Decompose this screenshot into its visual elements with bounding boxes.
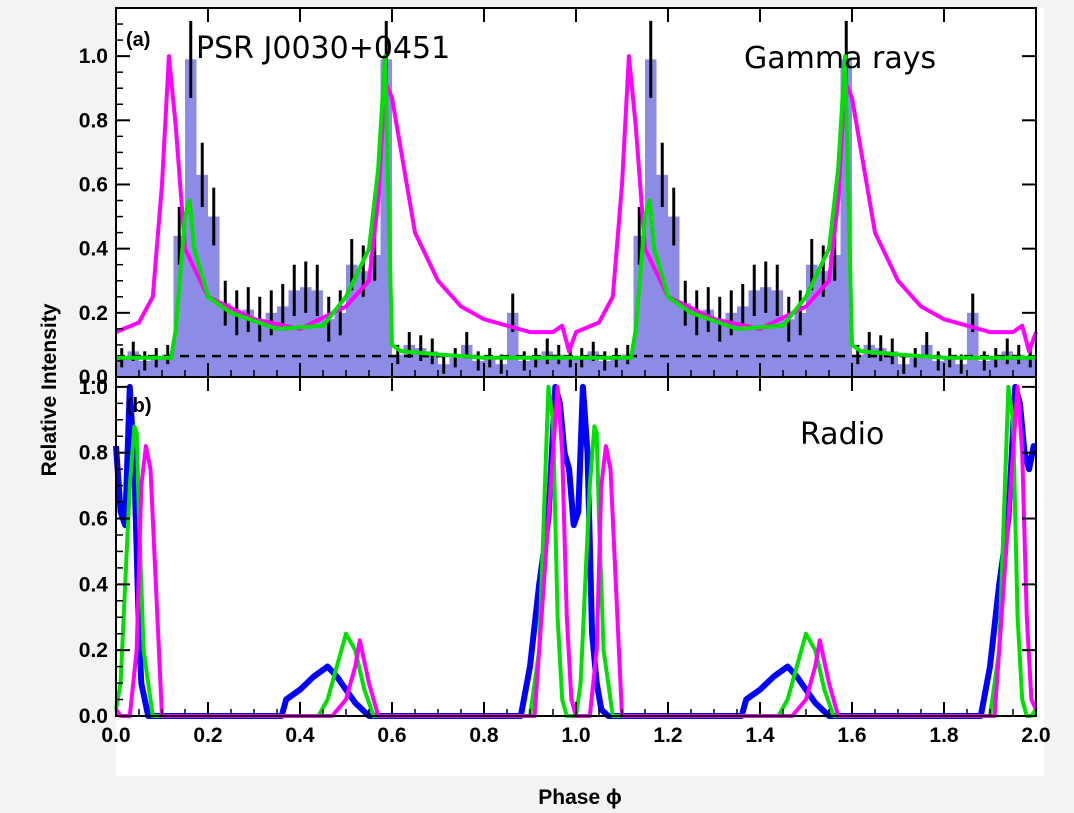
gamma-rays-label: Gamma rays: [744, 41, 936, 76]
panel-b-ticks: 0.0 0.2 0.4 0.6 0.8 1.0 1.2 1.4 1.6 1.8 2.0 0.0 0.2 0…: [79, 376, 1051, 747]
histogram-bar: [300, 287, 312, 377]
histogram-bar: [829, 255, 841, 377]
gamma-series-line-0: [115, 54, 1038, 354]
y-tick-label: 1.0: [79, 376, 108, 399]
histogram-bar: [162, 354, 174, 377]
histogram-bar: [748, 290, 760, 377]
pulsar-name-label: PSR J0030+0451: [196, 31, 450, 66]
histogram-bar: [668, 216, 680, 377]
histogram-bar: [691, 312, 703, 377]
histogram-bar: [760, 287, 772, 377]
histogram-bar: [219, 303, 231, 377]
histogram-bar: [863, 344, 875, 377]
histogram-bar: [369, 255, 381, 377]
y-tick-label: 0.2: [79, 302, 108, 325]
x-tick-label: 1.2: [653, 724, 682, 747]
x-axis-title: Phase ϕ: [538, 786, 621, 809]
histogram-bar: [679, 303, 691, 377]
histogram-bar: [254, 319, 266, 377]
histogram-bar: [265, 312, 277, 377]
x-tick-label: 0.4: [285, 724, 315, 747]
y-tick-label: 0.0: [79, 705, 108, 728]
histogram-bar: [392, 354, 404, 377]
histogram-bar: [127, 351, 139, 377]
histogram-bar: [771, 290, 783, 377]
y-tick-label: 0.4: [79, 238, 109, 261]
x-tick-label: 0.0: [101, 724, 130, 747]
gamma-model-curves: [115, 54, 1038, 360]
histogram-bar: [208, 216, 220, 377]
histogram-bar: [553, 354, 565, 377]
panel-a-ticks: 0.0 0.2 0.4 0.6 0.8 1.0: [79, 8, 1037, 389]
x-tick-label: 1.8: [929, 724, 959, 747]
histogram-bar: [1013, 354, 1025, 377]
y-tick-label: 0.2: [79, 639, 108, 662]
x-tick-label: 0.2: [193, 724, 222, 747]
histogram-bar: [921, 344, 933, 377]
y-tick-label: 0.0: [79, 366, 108, 389]
y-tick-label: 0.6: [79, 508, 108, 531]
histogram-bar: [783, 319, 795, 377]
histogram-bar: [967, 312, 979, 377]
histogram-bar: [702, 309, 714, 377]
panel-a-gamma: 0.0 0.2 0.4 0.6 0.8 1.0 (a) PSR J0030+0451 Ga…: [79, 8, 1038, 389]
histogram-bar: [794, 312, 806, 377]
histogram-bar: [587, 351, 599, 377]
histogram-bar: [346, 264, 358, 377]
y-tick-label: 0.6: [79, 173, 108, 196]
histogram-bar: [725, 312, 737, 377]
histogram-bar: [242, 309, 254, 377]
x-tick-label: 0.6: [377, 724, 406, 747]
histogram-bar: [277, 306, 289, 377]
histogram-bar: [415, 348, 427, 377]
histogram-bar: [714, 319, 726, 377]
histogram-bar: [380, 59, 392, 377]
gamma-series-line-1: [116, 54, 1036, 360]
histogram-bar: [288, 290, 300, 377]
x-tick-label: 2.0: [1021, 724, 1050, 747]
histogram-bar: [852, 354, 864, 377]
radio-label: Radio: [800, 417, 884, 452]
y-tick-label: 0.8: [79, 442, 109, 465]
histogram-bar: [840, 59, 852, 377]
histogram-bar: [311, 290, 323, 377]
histogram-bar: [875, 348, 887, 377]
histogram-bar: [231, 312, 243, 377]
y-tick-label: 0.4: [79, 573, 109, 596]
histogram-bar: [334, 312, 346, 377]
y-axis-title: Relative Intensity: [38, 303, 61, 476]
histogram-bar: [817, 271, 829, 377]
histogram-bar: [461, 344, 473, 377]
histogram-bar: [507, 312, 519, 377]
x-tick-label: 0.8: [469, 724, 499, 747]
panel-b-frame: [115, 376, 1037, 717]
y-tick-label: 1.0: [79, 45, 108, 68]
histogram-bar: [806, 264, 818, 377]
y-tick-label: 0.8: [79, 109, 109, 132]
panel-b-tag: (b): [126, 395, 152, 417]
x-tick-label: 1.4: [745, 724, 775, 747]
histogram-bar: [403, 344, 415, 377]
histogram-bar: [737, 306, 749, 377]
histogram-bar: [323, 319, 335, 377]
x-tick-label: 1.0: [561, 724, 590, 747]
x-tick-label: 1.6: [837, 724, 866, 747]
histogram-bar: [357, 271, 369, 377]
histogram-bar: [622, 354, 634, 377]
panel-a-tag: (a): [126, 29, 150, 51]
